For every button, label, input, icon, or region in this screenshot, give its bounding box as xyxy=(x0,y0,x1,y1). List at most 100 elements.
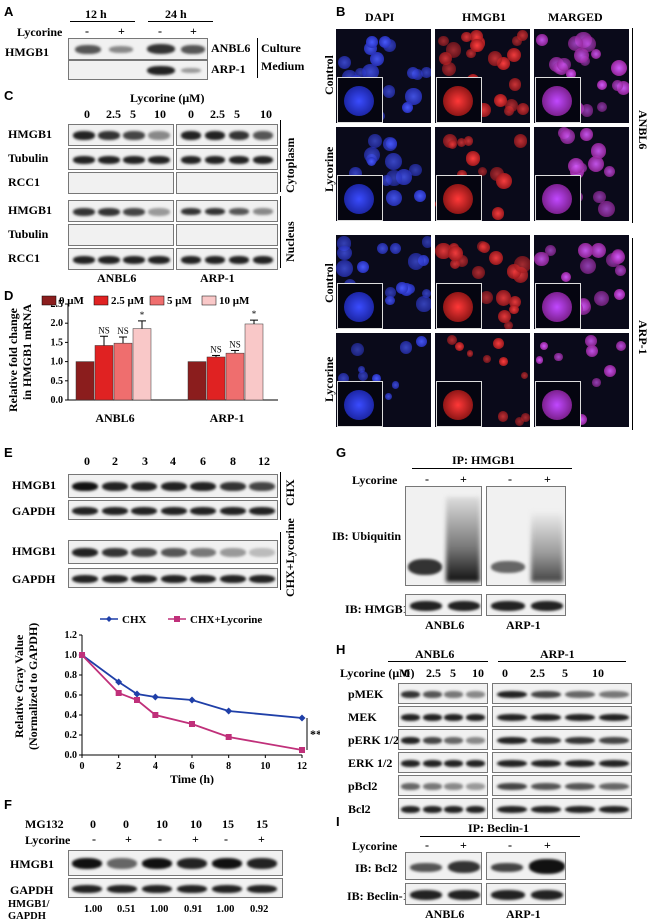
b-col-marged: MARGED xyxy=(548,10,603,24)
c-dose-1: 2.5 xyxy=(106,107,121,121)
bar-ytick-label: 0.5 xyxy=(51,376,64,387)
micro-image xyxy=(335,234,432,330)
micro-image xyxy=(533,126,630,222)
line-xtick-label: 6 xyxy=(190,761,195,772)
f-ratio-2: 1.00 xyxy=(150,904,169,915)
c-row-hmgb1: HMGB1 xyxy=(8,203,52,217)
f-sign-1: + xyxy=(125,832,132,846)
bar xyxy=(132,328,152,401)
c-blot-anbl6 xyxy=(68,124,174,146)
e-blot xyxy=(68,568,278,588)
e-cond-chx: CHX xyxy=(283,479,297,506)
h-dose-0: 0 xyxy=(404,666,410,680)
f-ratio-0: 1.00 xyxy=(84,904,103,915)
h-row-perk-1-2: pERK 1/2 xyxy=(348,733,400,747)
h-dose-6: 5 xyxy=(562,666,568,680)
bar-legend-swatch xyxy=(93,295,109,306)
f-ratio-5: 0.92 xyxy=(250,904,269,915)
micro-image xyxy=(434,126,531,222)
e-time-4: 6 xyxy=(200,454,206,468)
bar-legend-swatch xyxy=(201,295,217,306)
micro-image xyxy=(434,234,531,330)
line-ytick-label: 0.4 xyxy=(65,710,78,721)
f-mg132-4: 15 xyxy=(222,817,234,831)
e-blot xyxy=(68,474,278,498)
b-col-dapi: DAPI xyxy=(365,10,395,24)
h-lycorine-label: Lycorine (μM) xyxy=(340,666,415,680)
bar-category-label: ARP-1 xyxy=(210,411,245,425)
f-row-hmgb1: HMGB1 xyxy=(10,857,54,871)
c-blot-arp1 xyxy=(176,148,278,170)
e-time-3: 4 xyxy=(170,454,176,468)
bar xyxy=(187,361,207,401)
h-row-pbcl2: pBcl2 xyxy=(348,779,378,793)
h-dose-7: 10 xyxy=(592,666,604,680)
line-legend-marker xyxy=(106,616,112,622)
f-sign-5: + xyxy=(258,832,265,846)
bar-ytick-label: 1.0 xyxy=(51,357,64,368)
f-lycorine-label: Lycorine xyxy=(25,833,71,847)
c-dose-6: 5 xyxy=(234,107,240,121)
f-ratio-3: 0.91 xyxy=(184,904,203,915)
c-dose-2: 5 xyxy=(130,107,136,121)
h-row-erk-1-2: ERK 1/2 xyxy=(348,756,393,770)
bar-sig-label: NS xyxy=(98,325,110,335)
i-cell-anbl6: ANBL6 xyxy=(425,907,465,921)
c-frac-nucleus: Nucleus xyxy=(283,221,297,262)
g-cell-anbl6: ANBL6 xyxy=(425,618,465,632)
bar-legend-swatch xyxy=(41,295,57,306)
f-mg132-0: 0 xyxy=(90,817,96,831)
c-blot-arp1 xyxy=(176,248,278,270)
f-sign-4: - xyxy=(224,832,228,846)
panel-letter-f: F xyxy=(4,797,12,812)
e-time-1: 2 xyxy=(112,454,118,468)
b-cell-arp1: ARP-1 xyxy=(636,320,650,355)
line-annotation: ** xyxy=(310,727,320,741)
line-point xyxy=(134,697,140,703)
e-ylabel-1: Relative Gray Value xyxy=(12,634,26,738)
panel-letter-c: C xyxy=(4,88,14,103)
line-point xyxy=(189,721,195,727)
i-blot-bcl2-arp1 xyxy=(486,852,566,880)
i-blot-bcl2-anbl6 xyxy=(405,852,482,880)
bar xyxy=(94,345,114,401)
line-xtick-label: 8 xyxy=(226,761,231,772)
c-dose-3: 10 xyxy=(154,107,166,121)
line-xtick-label: 2 xyxy=(116,761,121,772)
f-mg132-3: 10 xyxy=(190,817,202,831)
line-point xyxy=(225,734,232,740)
h-row-pmek: pMEK xyxy=(348,687,384,701)
h-blot-anbl6 xyxy=(398,683,488,704)
g-blot-ub-anbl6 xyxy=(405,486,482,586)
i-cell-arp1: ARP-1 xyxy=(506,907,541,921)
bar-legend-label: 2.5 μM xyxy=(111,295,145,307)
h-cell-anbl6: ANBL6 xyxy=(415,647,455,661)
h-dose-4: 0 xyxy=(502,666,508,680)
g-blot-hmgb1-anbl6 xyxy=(405,594,482,616)
e-time-0: 0 xyxy=(84,454,90,468)
g-ib-hmgb1: IB: HMGB1 xyxy=(345,602,409,616)
h-blot-arp1 xyxy=(492,752,632,773)
bar-ytick-label: 1.5 xyxy=(51,337,64,348)
c-row-tubulin: Tubulin xyxy=(8,151,49,165)
e-row-gapdh: GAPDH xyxy=(12,504,56,518)
panel-letter-g: G xyxy=(336,445,347,460)
c-dose-7: 10 xyxy=(260,107,272,121)
h-blot-arp1 xyxy=(492,729,632,750)
i-ib-beclin1: IB: Beclin-1 xyxy=(347,889,409,903)
f-blot-gapdh xyxy=(68,878,283,898)
bar-sig-label: NS xyxy=(210,344,222,354)
a-cell-anbl6: ANBL6 xyxy=(211,41,251,55)
i-blot-beclin-arp1 xyxy=(486,883,566,905)
c-cell-arp1: ARP-1 xyxy=(200,271,235,285)
e-row-hmgb1: HMGB1 xyxy=(12,478,56,492)
g-blot-hmgb1-arp1 xyxy=(486,594,566,616)
g-sign-2: + xyxy=(460,472,467,486)
bar-legend-label: 5 μM xyxy=(167,295,192,307)
f-mg132-label: MG132 xyxy=(25,817,64,831)
micro-image xyxy=(533,234,630,330)
line-legend-marker xyxy=(174,616,180,622)
h-dose-2: 5 xyxy=(450,666,456,680)
i-sign-1: - xyxy=(425,838,429,852)
h-row-bcl2: Bcl2 xyxy=(348,802,371,816)
